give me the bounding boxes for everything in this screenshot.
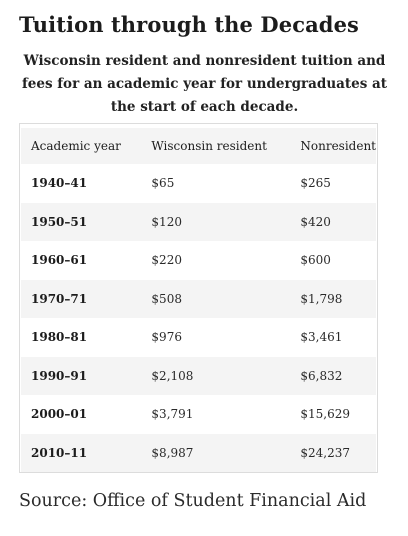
cell-resident: $65	[151, 176, 175, 191]
cell-nonresident: $265	[300, 176, 331, 191]
table-caption: Wisconsin resident and nonresident tuiti…	[21, 53, 388, 115]
cell-year: 2010–11	[31, 445, 88, 460]
cell-nonresident: $1,798	[300, 291, 343, 306]
cell-resident: $120	[151, 214, 182, 229]
cell-year: 1980–81	[31, 330, 88, 345]
cell-resident: $3,791	[151, 407, 194, 422]
cell-resident: $508	[151, 291, 182, 306]
cell-resident: $8,987	[151, 445, 194, 460]
table-row: 1990–91 $2,108 $6,832	[21, 356, 376, 395]
table-row: 1980–81 $976 $3,461	[21, 318, 376, 357]
cell-nonresident: $24,237	[300, 445, 350, 460]
header-row: Academic year Wisconsin resident Nonresi…	[21, 128, 376, 164]
table-row: 1960–61 $220 $600	[21, 241, 376, 280]
cell-year: 2000–01	[31, 407, 88, 422]
source-note: Source: Office of Student Financial Aid	[19, 491, 367, 511]
cell-resident: $220	[151, 253, 182, 268]
table-row: 1950–51 $120 $420	[21, 202, 376, 241]
cell-nonresident: $420	[300, 214, 331, 229]
table-row: 1940–41 $65 $265	[21, 164, 376, 203]
cell-resident: $976	[151, 330, 182, 345]
cell-nonresident: $600	[300, 253, 331, 268]
table-row: 2000–01 $3,791 $15,629	[21, 395, 376, 434]
cell-nonresident: $3,461	[300, 330, 343, 345]
cell-year: 1990–91	[31, 368, 88, 383]
table-header: Academic year Wisconsin resident Nonresi…	[21, 128, 376, 164]
table-row: 2010–11 $8,987 $24,237	[21, 433, 376, 472]
tuition-table-container: Academic year Wisconsin resident Nonresi…	[19, 123, 378, 473]
cell-year: 1970–71	[31, 291, 88, 306]
header-wisconsin-resident: Wisconsin resident	[151, 139, 267, 153]
cell-resident: $2,108	[151, 368, 194, 383]
table-row: 1970–71 $508 $1,798	[21, 279, 376, 318]
cell-year: 1960–61	[31, 253, 88, 268]
header-nonresident: Nonresident	[300, 139, 376, 153]
cell-nonresident: $15,629	[300, 407, 350, 422]
cell-year: 1950–51	[31, 214, 88, 229]
header-academic-year: Academic year	[31, 139, 121, 153]
cell-year: 1940–41	[31, 176, 88, 191]
cell-nonresident: $6,832	[300, 368, 343, 383]
page-title: Tuition through the Decades	[19, 12, 359, 37]
table-body: 1940–41 $65 $265 1950–51 $120 $420 1960–…	[21, 164, 376, 472]
tuition-table: Academic year Wisconsin resident Nonresi…	[21, 128, 376, 472]
